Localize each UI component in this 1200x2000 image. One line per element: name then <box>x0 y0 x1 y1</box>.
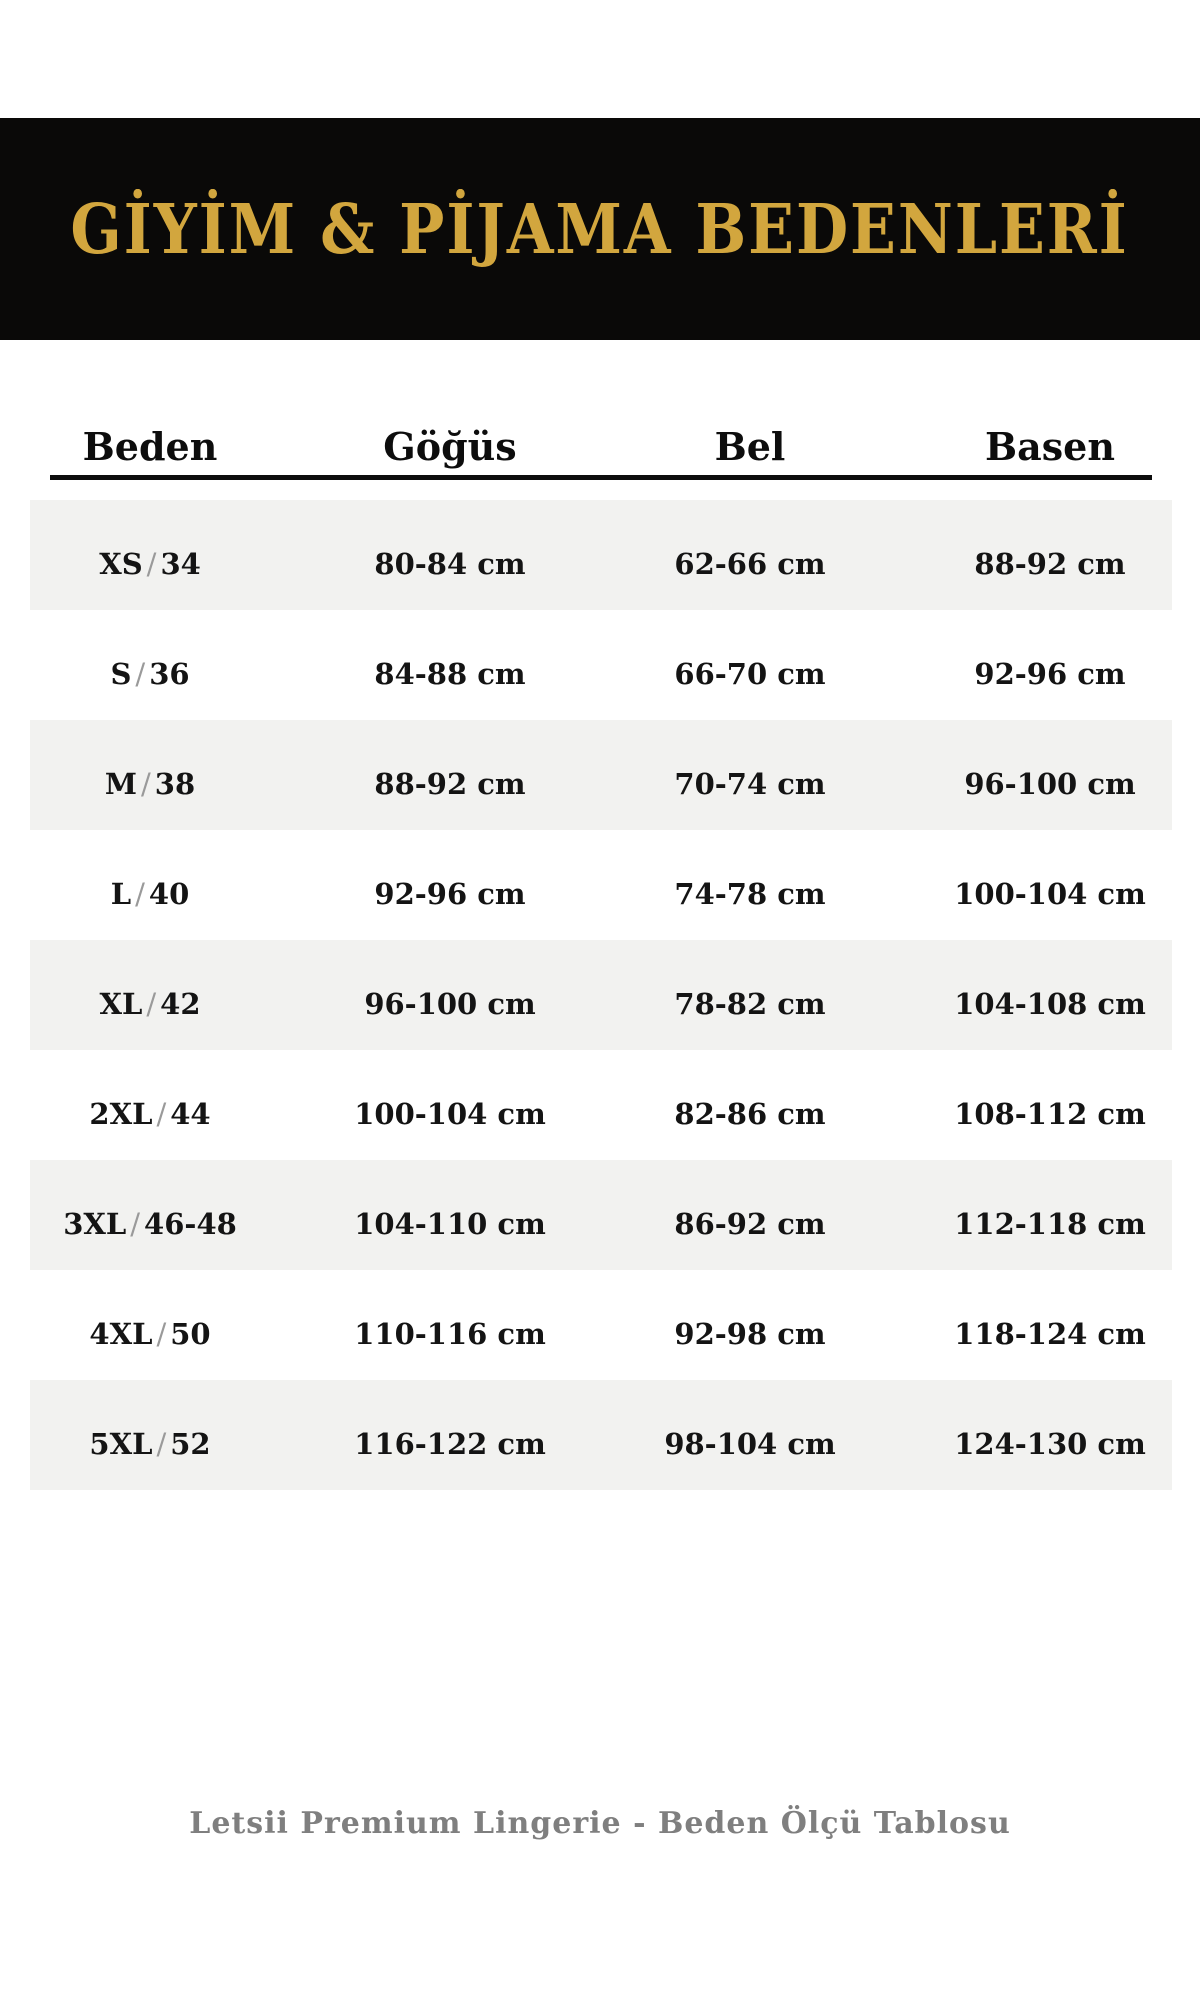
size-number: 36 <box>149 656 190 691</box>
size-cell: 4XL/50 <box>0 1316 300 1351</box>
size-slash: / <box>156 1316 167 1351</box>
table-row: 3XL/46-48 104-110 cm 86-92 cm 112-118 cm <box>0 1160 1200 1270</box>
hips-cell: 96-100 cm <box>964 766 1136 801</box>
size-number: 50 <box>170 1316 211 1351</box>
size-letter: L <box>110 876 132 911</box>
size-slash: / <box>130 1206 141 1241</box>
waist-cell: 82-86 cm <box>674 1096 826 1131</box>
hips-cell: 104-108 cm <box>954 986 1146 1021</box>
size-cell: 5XL/52 <box>0 1426 300 1461</box>
size-letter: 5XL <box>89 1426 153 1461</box>
hips-cell: 88-92 cm <box>974 546 1126 581</box>
waist-cell: 66-70 cm <box>674 656 826 691</box>
hips-cell: 108-112 cm <box>954 1096 1146 1131</box>
size-letter: 2XL <box>89 1096 153 1131</box>
table-row: L/40 92-96 cm 74-78 cm 100-104 cm <box>0 830 1200 940</box>
chest-cell: 104-110 cm <box>354 1206 546 1241</box>
chest-cell: 80-84 cm <box>374 546 526 581</box>
hips-cell: 118-124 cm <box>954 1316 1146 1351</box>
size-cell: L/40 <box>0 876 300 911</box>
title-banner: GİYİM & PİJAMA BEDENLERİ <box>0 118 1200 340</box>
table-row: 4XL/50 110-116 cm 92-98 cm 118-124 cm <box>0 1270 1200 1380</box>
footer-note: Letsii Premium Lingerie - Beden Ölçü Tab… <box>189 1806 1011 1841</box>
size-letter: 4XL <box>89 1316 153 1351</box>
table-body: XS/34 80-84 cm 62-66 cm 88-92 cm S/36 84-88 c… <box>0 500 1200 1490</box>
size-cell: 3XL/46-48 <box>0 1206 300 1241</box>
waist-cell: 70-74 cm <box>674 766 826 801</box>
header-divider-line <box>50 475 1152 480</box>
waist-cell: 92-98 cm <box>674 1316 826 1351</box>
size-slash: / <box>146 546 157 581</box>
table-row: 2XL/44 100-104 cm 82-86 cm 108-112 cm <box>0 1050 1200 1160</box>
table-row: M/38 88-92 cm 70-74 cm 96-100 cm <box>0 720 1200 830</box>
size-cell: S/36 <box>0 656 300 691</box>
size-number: 34 <box>160 546 201 581</box>
size-slash: / <box>156 1426 167 1461</box>
size-slash: / <box>146 986 157 1021</box>
size-letter: XS <box>99 546 143 581</box>
waist-cell: 74-78 cm <box>674 876 826 911</box>
size-slash: / <box>135 876 145 911</box>
waist-cell: 62-66 cm <box>674 546 826 581</box>
table-header-row: Beden Göğüs Bel Basen <box>0 412 1200 470</box>
size-cell: XS/34 <box>0 546 300 581</box>
size-slash: / <box>156 1096 167 1131</box>
page-title: GİYİM & PİJAMA BEDENLERİ <box>70 188 1130 270</box>
table-row: XS/34 80-84 cm 62-66 cm 88-92 cm <box>0 500 1200 610</box>
size-letter: XL <box>99 986 143 1021</box>
size-cell: M/38 <box>0 766 300 801</box>
hips-cell: 112-118 cm <box>954 1206 1146 1241</box>
size-number: 46-48 <box>144 1206 237 1241</box>
size-cell: 2XL/44 <box>0 1096 300 1131</box>
chest-cell: 88-92 cm <box>374 766 526 801</box>
size-number: 38 <box>154 766 196 801</box>
table-row: 5XL/52 116-122 cm 98-104 cm 124-130 cm <box>0 1380 1200 1490</box>
waist-cell: 86-92 cm <box>674 1206 826 1241</box>
table-row: XL/42 96-100 cm 78-82 cm 104-108 cm <box>0 940 1200 1050</box>
chest-cell: 110-116 cm <box>354 1316 546 1351</box>
chest-cell: 84-88 cm <box>374 656 526 691</box>
waist-cell: 98-104 cm <box>664 1426 836 1461</box>
hips-cell: 92-96 cm <box>974 656 1126 691</box>
size-letter: S <box>110 656 132 691</box>
table-row: S/36 84-88 cm 66-70 cm 92-96 cm <box>0 610 1200 720</box>
size-letter: 3XL <box>63 1206 127 1241</box>
chest-cell: 96-100 cm <box>364 986 536 1021</box>
size-slash: / <box>140 766 151 801</box>
col-header-bel: Bel <box>714 424 786 469</box>
chest-cell: 92-96 cm <box>374 876 526 911</box>
chest-cell: 100-104 cm <box>354 1096 546 1131</box>
hips-cell: 124-130 cm <box>954 1426 1146 1461</box>
chest-cell: 116-122 cm <box>354 1426 546 1461</box>
hips-cell: 100-104 cm <box>954 876 1146 911</box>
size-letter: M <box>104 766 137 801</box>
size-cell: XL/42 <box>0 986 300 1021</box>
size-number: 44 <box>170 1096 211 1131</box>
col-header-basen: Basen <box>985 424 1115 469</box>
waist-cell: 78-82 cm <box>674 986 826 1021</box>
size-slash: / <box>135 656 146 691</box>
col-header-gogus: Göğüs <box>383 424 517 469</box>
size-number: 42 <box>160 986 201 1021</box>
size-number: 52 <box>170 1426 211 1461</box>
col-header-beden: Beden <box>82 424 218 469</box>
size-number: 40 <box>148 876 190 911</box>
